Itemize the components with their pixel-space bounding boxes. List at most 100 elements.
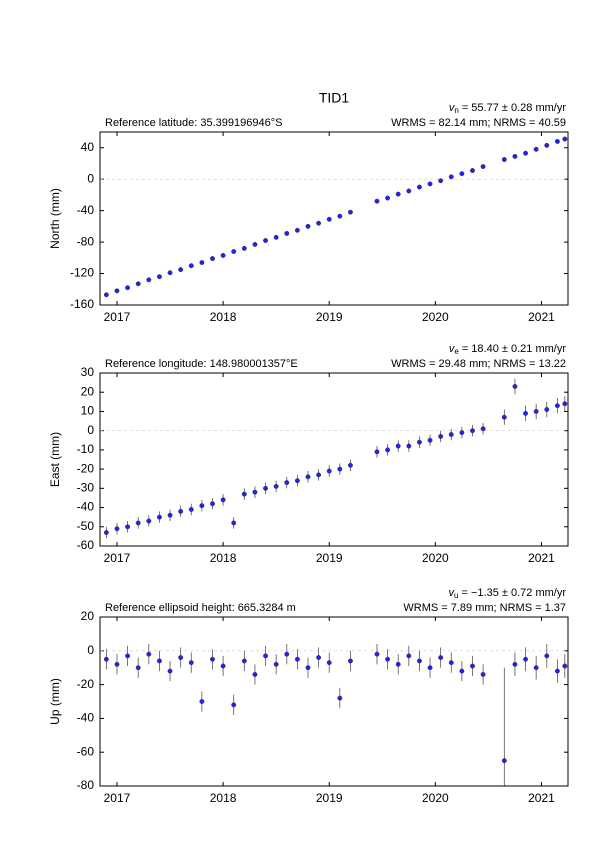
data-point <box>448 432 454 437</box>
y-axis-label: East (mm) <box>48 432 62 487</box>
frame <box>99 131 569 306</box>
data-point <box>533 408 539 414</box>
x-tick-label: 2019 <box>316 551 343 565</box>
data-point <box>199 699 205 704</box>
y-tick-label: 0 <box>87 643 94 657</box>
reference: Reference ellipsoid height: 665.3284 m <box>105 602 296 614</box>
data-point <box>385 195 391 201</box>
x-tick-label: 2021 <box>528 310 555 324</box>
data-point <box>210 656 215 662</box>
data-point <box>480 672 486 677</box>
data-point <box>178 508 184 514</box>
data-point <box>231 520 237 526</box>
data-point <box>544 653 550 659</box>
data-point <box>395 443 401 449</box>
y-tick-label: -80 <box>77 234 95 248</box>
rate-text: = 18.40 ± 0.21 mm/yr <box>459 343 567 355</box>
data-point <box>416 658 422 664</box>
data-point <box>438 655 444 661</box>
x-tick-label: 2018 <box>210 310 237 324</box>
data-point <box>146 651 152 657</box>
y-axis-label: Up (mm) <box>48 678 62 725</box>
data-point <box>438 178 444 184</box>
x-tick-label: 2019 <box>316 310 343 324</box>
data-point <box>416 184 422 190</box>
data-point <box>178 655 184 661</box>
data-point <box>220 253 226 258</box>
data-point <box>562 663 568 669</box>
x-tick-label: 2020 <box>422 310 449 324</box>
y-axis-label: North (mm) <box>48 188 62 249</box>
data-point <box>448 174 454 180</box>
data-point <box>188 263 194 269</box>
data-point <box>231 702 237 708</box>
data-point <box>374 449 380 455</box>
rate-symbol: v <box>449 587 456 599</box>
x-tick-label: 2017 <box>104 551 131 565</box>
data-point <box>241 245 247 251</box>
x-tick-label: 2021 <box>528 551 555 565</box>
data-point <box>103 530 109 535</box>
data-point <box>316 655 322 661</box>
data-point <box>156 514 162 520</box>
data-point <box>273 483 279 489</box>
plot-area <box>103 136 568 298</box>
data-point <box>125 285 131 291</box>
data-point <box>337 695 343 701</box>
y-tick-label: -160 <box>70 297 94 311</box>
rate: vu = −1.35 ± 0.72 mm/yr <box>449 587 567 600</box>
data-point <box>146 518 152 524</box>
rate: ve = 18.40 ± 0.21 mm/yr <box>449 343 567 356</box>
data-point <box>284 651 290 657</box>
rate-text: = −1.35 ± 0.72 mm/yr <box>458 587 566 599</box>
frame <box>99 372 569 547</box>
y-tick-label: 0 <box>87 423 94 437</box>
data-point <box>523 150 529 156</box>
data-point <box>523 656 529 662</box>
data-point <box>554 668 560 674</box>
data-point <box>512 384 518 389</box>
x-tick-label: 2019 <box>316 791 343 805</box>
rate-text: = 55.77 ± 0.28 mm/yr <box>459 102 567 114</box>
stats: WRMS = 82.14 mm; NRMS = 40.59 <box>391 117 566 129</box>
data-point <box>480 426 486 432</box>
data-point <box>125 653 131 659</box>
data-point <box>135 665 141 671</box>
frame <box>99 616 569 787</box>
data-point <box>337 466 343 472</box>
data-point <box>220 497 226 503</box>
data-point <box>554 138 560 144</box>
x-tick-label: 2020 <box>422 551 449 565</box>
data-point <box>395 661 401 667</box>
data-point <box>459 430 465 436</box>
y-tick-label: -40 <box>77 203 95 217</box>
data-point <box>427 181 433 187</box>
data-point <box>438 433 444 439</box>
y-tick-label: -80 <box>77 778 95 792</box>
y-tick-label: -60 <box>77 538 95 552</box>
data-point <box>284 230 290 236</box>
data-point <box>385 656 391 662</box>
y-tick-label: -120 <box>70 266 94 280</box>
y-tick-label: 30 <box>81 365 95 379</box>
data-point <box>188 507 194 512</box>
rate-subscript: u <box>454 591 458 600</box>
data-point <box>294 478 300 484</box>
data-point <box>156 658 162 664</box>
rate: vn = 55.77 ± 0.28 mm/yr <box>449 102 567 115</box>
data-point <box>188 660 194 666</box>
y-tick-label: 20 <box>81 609 95 623</box>
data-point <box>554 403 560 409</box>
chart-title: TID1 <box>319 90 350 106</box>
x-tick-label: 2018 <box>210 791 237 805</box>
data-point <box>273 234 279 240</box>
data-point <box>125 524 131 530</box>
data-point <box>337 213 343 219</box>
reference: Reference latitude: 35.399196946°S <box>105 117 282 129</box>
data-point <box>263 653 269 659</box>
data-point <box>416 439 422 445</box>
y-tick-label: -10 <box>77 442 95 456</box>
data-point <box>231 249 237 254</box>
data-point <box>199 503 205 509</box>
y-tick-label: -20 <box>77 461 95 475</box>
